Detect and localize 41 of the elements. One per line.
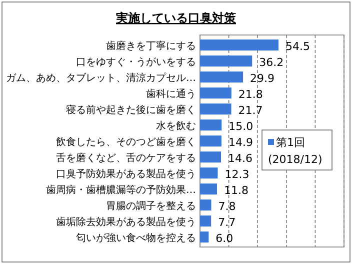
bar [200,184,217,194]
y-tick-label: 歯磨きを丁寧にする [106,40,196,52]
bar [200,168,218,178]
data-label: 7.8 [218,200,236,213]
bar [200,88,232,98]
y-tick-label: 胃腸の調子を整える [106,200,196,212]
y-tick-label: 歯垢除去効果がある製品を使う [56,216,196,228]
chart-title: 実施している口臭対策 [115,11,237,25]
data-label: 14.9 [228,136,253,149]
bar [200,56,252,66]
y-tick-label: 舌を磨くなど、舌のケアをする [56,152,196,164]
y-tick-label: 匂いが強い食べ物を控える [76,232,196,244]
y-tick-label: 寝る前や起きた後に歯を磨く [66,104,196,116]
data-label: 36.2 [259,56,284,69]
bar [200,200,212,210]
data-label: 12.3 [224,168,250,181]
data-label: 15.0 [228,120,254,133]
data-label: 21.8 [238,88,263,101]
bar [200,40,278,50]
y-tick-label: 口をゆすぐ・うがいをする [76,57,196,68]
bar [200,120,222,130]
data-label: 21.7 [238,104,263,117]
y-tick-label: ガム、あめ、タブレット、清涼カプセル… [6,72,196,84]
data-label: 6.0 [216,232,234,245]
bar [200,152,222,162]
bar [200,72,244,82]
data-label: 29.9 [250,72,275,85]
data-label: 11.8 [224,184,248,197]
y-tick-label: 飲食したら、そのつど歯を磨く [56,136,196,148]
data-label: 54.5 [285,40,310,53]
bar [200,104,232,114]
y-tick-label: 口臭予防効果がある製品を使う [56,168,196,180]
y-tick-label: 歯周病・歯槽膿漏等の予防効果… [46,184,196,196]
data-label: 14.6 [228,152,253,165]
y-tick-label: 水を飲む [156,120,196,132]
bar [200,232,209,242]
data-label: 7.7 [218,216,236,229]
y-tick-label: 歯科に通う [146,88,196,100]
bar [200,216,212,226]
bar [200,136,222,146]
legend-label: 第1回 (2018/12) [268,136,322,166]
